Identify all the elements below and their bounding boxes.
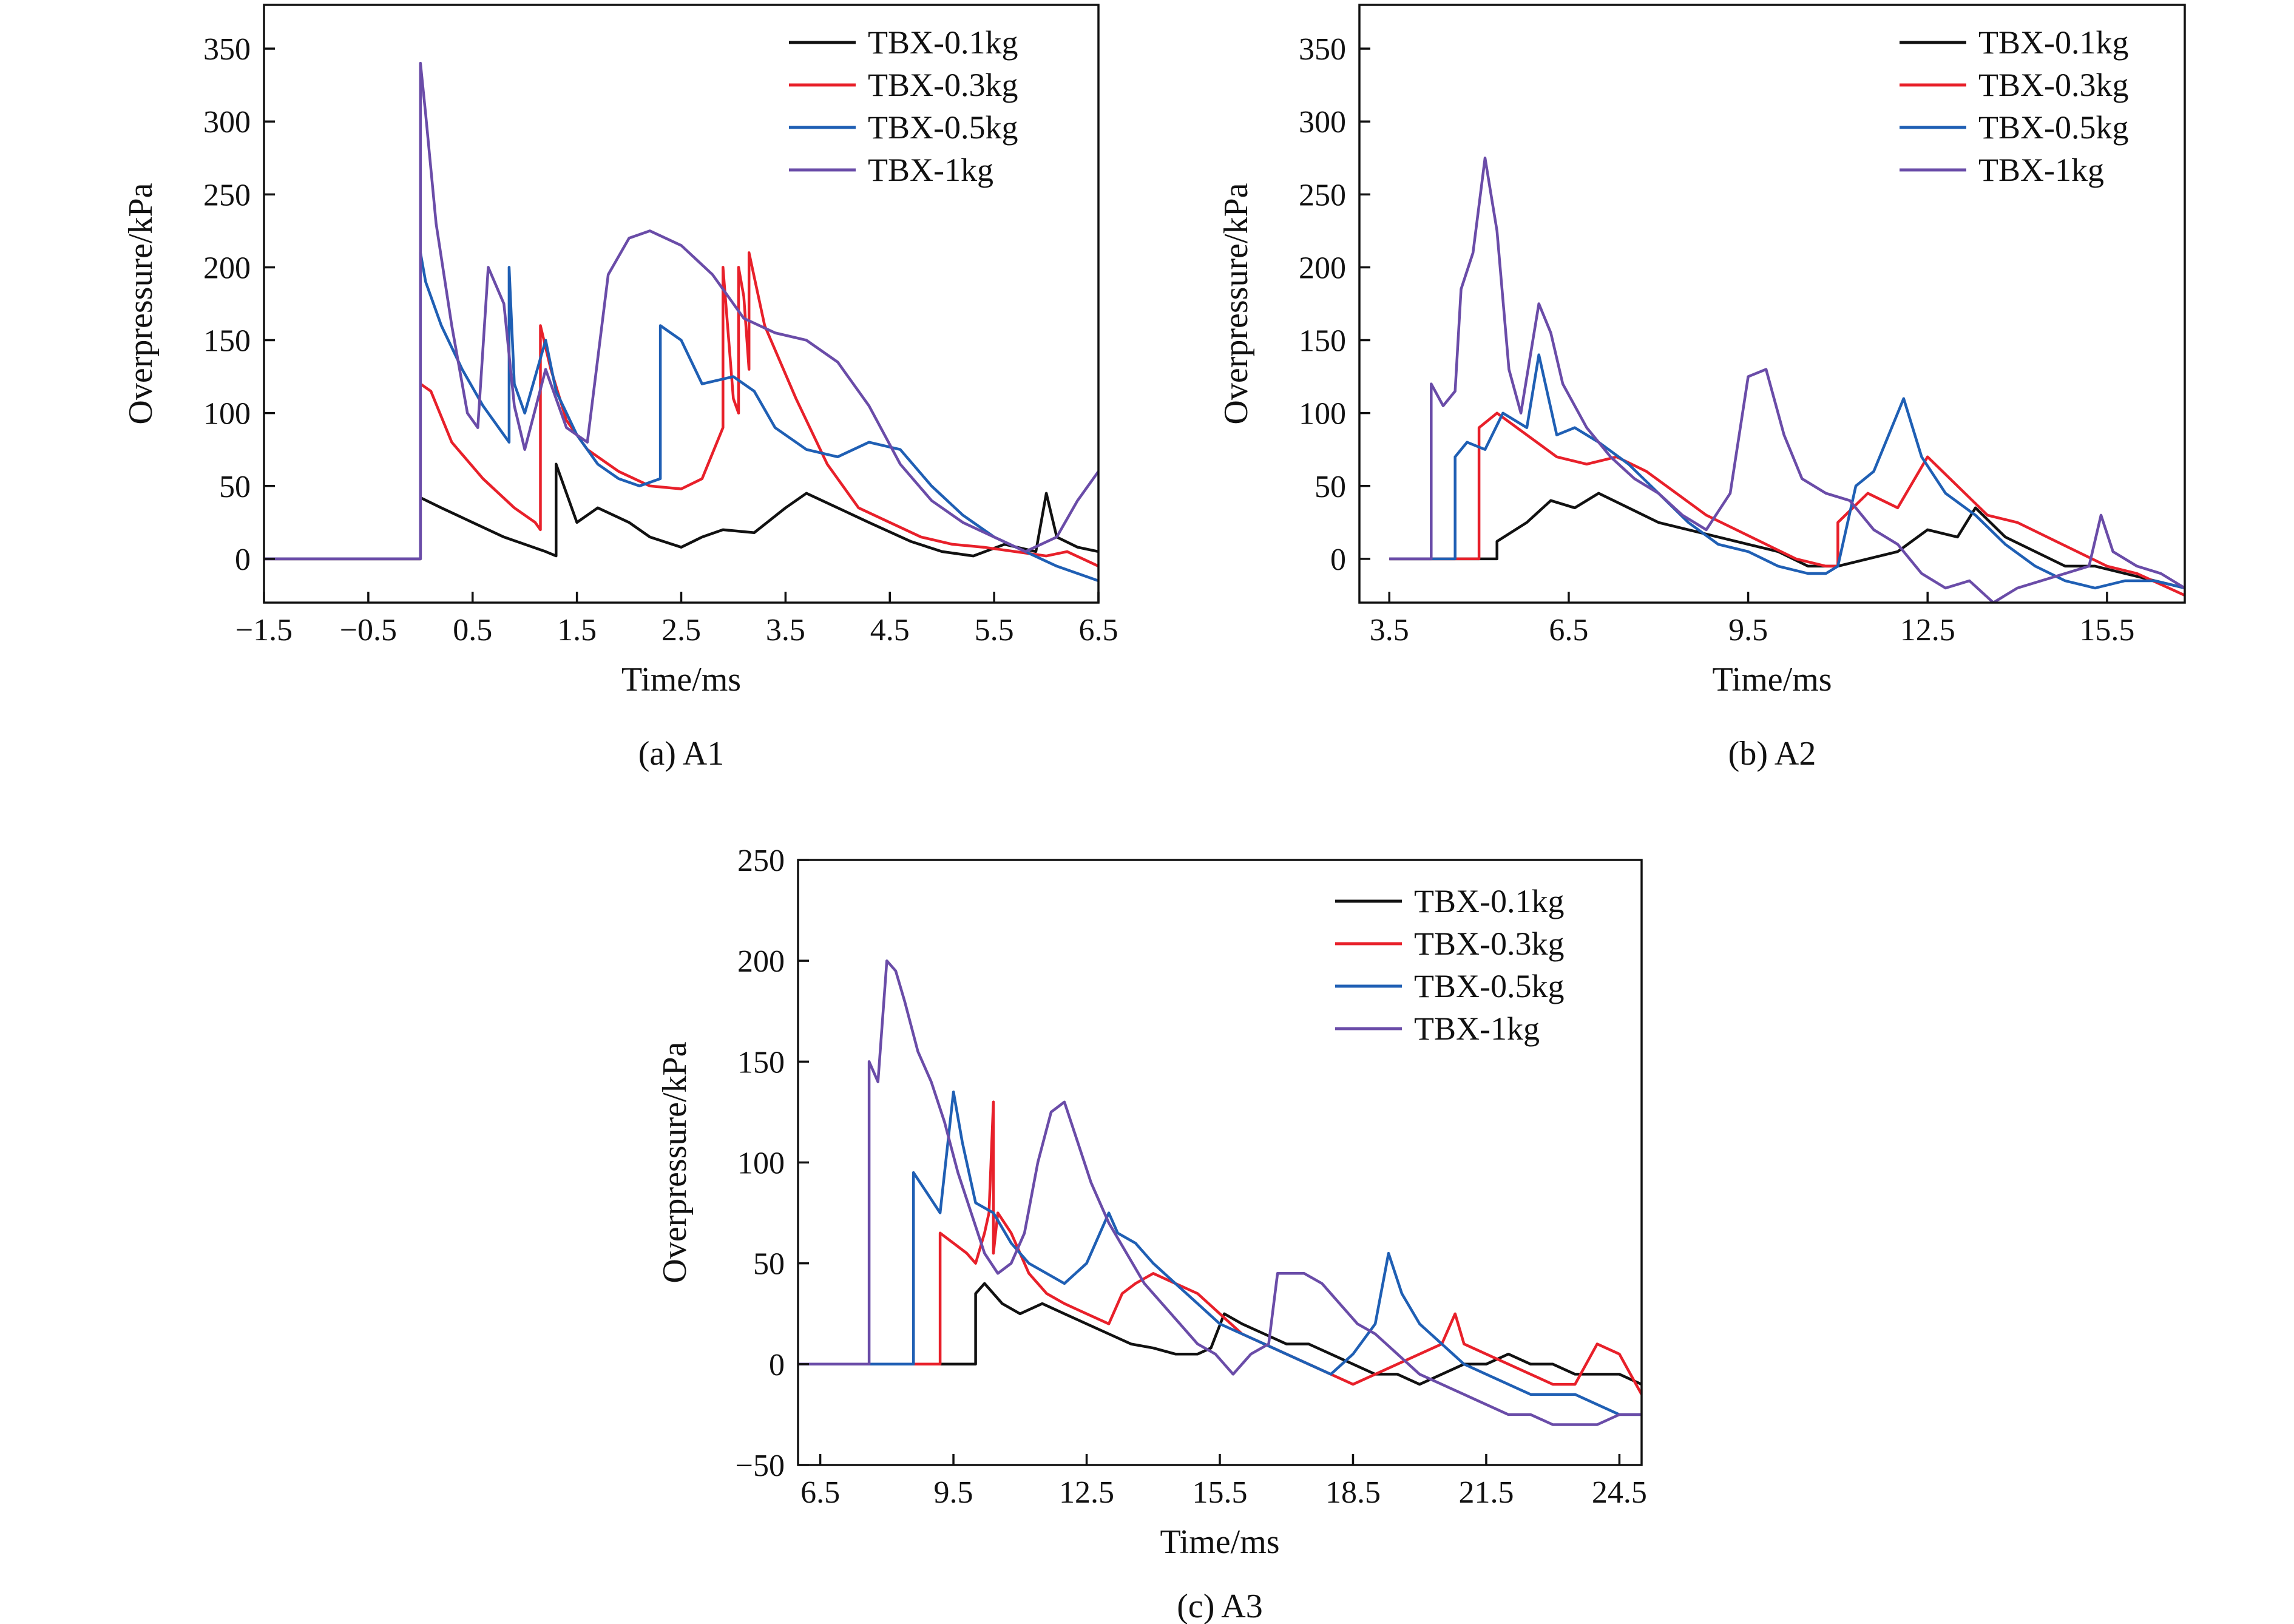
x-tick-label: −1.5: [235, 613, 293, 648]
series-line-tbx-0-3kg: [264, 251, 1098, 567]
series-line-tbx-0-1kg: [1389, 492, 2185, 590]
panel-a1: −1.5 −0.5 0.5 1.5 2.5 3.5 4.5 5.5 6.5 0 50 100 150 20…: [122, 4, 1118, 773]
legend-label: TBX-0.1kg: [1978, 24, 2128, 61]
y-tick-label: 350: [1299, 32, 1346, 67]
series-line-tbx-0-1kg: [798, 1282, 1642, 1386]
x-tick-label: 0.5: [453, 613, 492, 648]
y-tick-label: 150: [203, 324, 251, 359]
series-line-tbx-0-5kg: [1389, 353, 2185, 590]
y-tick-label: 150: [1299, 324, 1346, 359]
y-tick-label: 350: [203, 32, 251, 67]
legend-label: TBX-1kg: [1978, 152, 2104, 188]
x-tick-label: 9.5: [934, 1475, 973, 1510]
y-tick-label: 0: [769, 1348, 785, 1382]
series-line-tbx-0-3kg: [798, 1100, 1642, 1395]
legend-label: TBX-1kg: [868, 152, 993, 188]
y-axis-title: Overpressure/kPa: [1217, 183, 1255, 424]
legend-label: TBX-0.5kg: [1978, 109, 2128, 146]
y-tick-label: 250: [737, 844, 785, 878]
x-tick-label: 6.5: [1079, 613, 1118, 648]
x-tick-label: −0.5: [340, 613, 397, 648]
x-tick-label: 18.5: [1325, 1475, 1381, 1510]
panel-caption: (b) A2: [1728, 735, 1816, 773]
x-tick-label: 6.5: [800, 1475, 840, 1510]
x-tick-label: 15.5: [2079, 613, 2134, 648]
x-axis-title: Time/ms: [1160, 1523, 1279, 1561]
y-tick-label: 250: [1299, 178, 1346, 212]
legend-label: TBX-0.1kg: [868, 24, 1018, 61]
y-tick-label: 250: [203, 178, 251, 212]
y-tick-label: 0: [1330, 543, 1346, 577]
series-line-tbx-0-5kg: [264, 251, 1098, 583]
panel-a3: 6.5 9.5 12.5 15.5 18.5 21.5 24.5 −50 0 50 100 150 20…: [656, 844, 1647, 1624]
panel-a2: 3.5 6.5 9.5 12.5 15.5 0 50 100 150 200 250 300 350 Ti…: [1217, 4, 2186, 773]
y-tick-label: 150: [737, 1045, 785, 1080]
legend: TBX-0.1kg TBX-0.3kg TBX-0.5kg TBX-1kg: [1900, 24, 2128, 188]
panel-caption: (c) A3: [1177, 1588, 1263, 1624]
plot-frame: [1358, 4, 2186, 604]
y-tick-label: 50: [219, 470, 251, 504]
x-tick-label: 24.5: [1592, 1475, 1647, 1510]
y-tick-label: 50: [1314, 470, 1346, 504]
y-tick-label: 100: [737, 1146, 785, 1181]
y-tick-label: 0: [235, 543, 251, 577]
y-tick-label: 200: [203, 251, 251, 285]
legend-label: TBX-0.3kg: [1978, 67, 2128, 103]
legend-label: TBX-0.5kg: [1414, 968, 1564, 1004]
x-tick-label: 21.5: [1458, 1475, 1514, 1510]
y-tick-label: −50: [736, 1449, 785, 1483]
y-tick-label: 200: [1299, 251, 1346, 285]
y-tick-label: 100: [1299, 397, 1346, 431]
x-tick-label: 15.5: [1193, 1475, 1248, 1510]
x-tick-label: 3.5: [1370, 613, 1409, 648]
x-tick-label: 5.5: [975, 613, 1014, 648]
x-tick-label: 1.5: [557, 613, 597, 648]
legend-label: TBX-0.1kg: [1414, 883, 1564, 919]
series-line-tbx-0-5kg: [798, 1090, 1642, 1416]
legend-label: TBX-0.3kg: [868, 67, 1018, 103]
x-tick-label: 12.5: [1059, 1475, 1114, 1510]
x-tick-label: 6.5: [1549, 613, 1588, 648]
x-tick-label: 4.5: [870, 613, 910, 648]
y-tick-label: 100: [203, 397, 251, 431]
legend-label: TBX-1kg: [1414, 1010, 1540, 1047]
y-tick-label: 200: [737, 944, 785, 979]
legend-label: TBX-0.5kg: [868, 109, 1018, 146]
x-axis-title: Time/ms: [621, 661, 741, 699]
series-line-tbx-0-1kg: [264, 462, 1098, 561]
legend-label: TBX-0.3kg: [1414, 925, 1564, 962]
x-axis-title: Time/ms: [1712, 661, 1832, 699]
series-line-tbx-1kg: [798, 959, 1642, 1426]
y-axis-title: Overpressure/kPa: [656, 1041, 694, 1283]
series-line-tbx-1kg: [1389, 157, 2185, 603]
y-tick-label: 300: [203, 105, 251, 140]
legend: TBX-0.1kg TBX-0.3kg TBX-0.5kg TBX-1kg: [1335, 883, 1564, 1047]
series-line-tbx-1kg: [264, 61, 1098, 561]
y-axis-title: Overpressure/kPa: [122, 183, 160, 424]
panel-caption: (a) A1: [638, 735, 725, 773]
y-tick-label: 300: [1299, 105, 1346, 140]
legend: TBX-0.1kg TBX-0.3kg TBX-0.5kg TBX-1kg: [789, 24, 1018, 188]
x-tick-label: 12.5: [1900, 613, 1955, 648]
x-tick-label: 2.5: [661, 613, 701, 648]
series-line-tbx-0-3kg: [1389, 411, 2185, 597]
x-tick-label: 9.5: [1728, 613, 1768, 648]
x-tick-label: 3.5: [766, 613, 805, 648]
y-tick-label: 50: [753, 1247, 785, 1282]
